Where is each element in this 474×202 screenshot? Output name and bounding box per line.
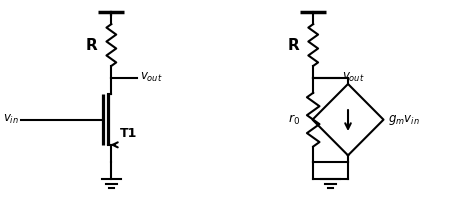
Text: $\mathit{v}_{out}$: $\mathit{v}_{out}$ xyxy=(140,71,162,84)
Text: $r_0$: $r_0$ xyxy=(288,113,300,127)
Text: T1: T1 xyxy=(120,127,137,140)
Text: $\mathit{v}_{out}$: $\mathit{v}_{out}$ xyxy=(341,71,364,84)
Text: R: R xyxy=(288,38,300,53)
Text: $\mathit{v}_{in}$: $\mathit{v}_{in}$ xyxy=(3,113,18,126)
Text: R: R xyxy=(86,38,98,53)
Text: $g_m v_{in}$: $g_m v_{in}$ xyxy=(388,113,420,127)
